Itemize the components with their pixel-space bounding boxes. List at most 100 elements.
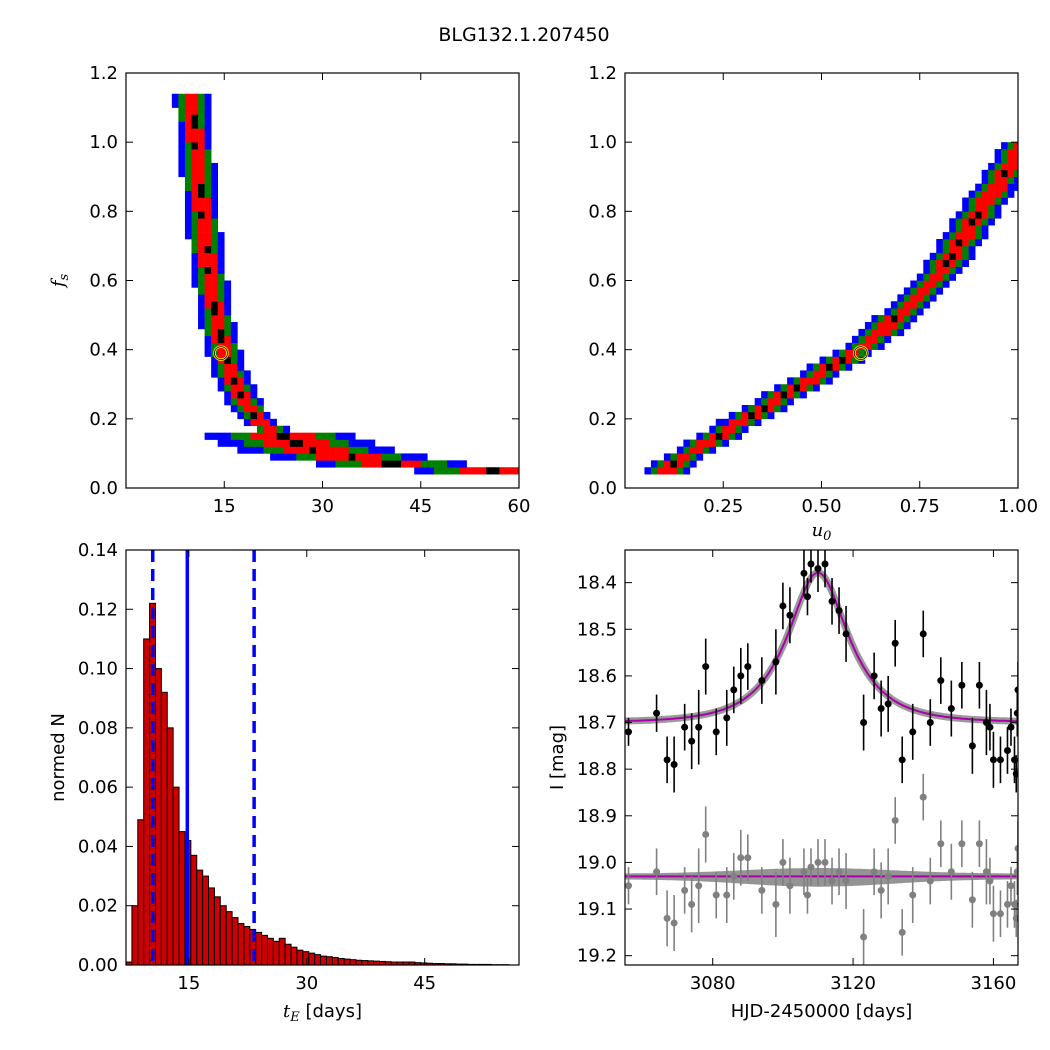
heatmap-cell: [289, 439, 297, 447]
heatmap-cell: [813, 363, 820, 371]
data-point: [737, 672, 745, 680]
data-point: [884, 700, 892, 708]
heatmap-cell: [670, 467, 678, 475]
x-tick-label: 60: [508, 496, 531, 517]
data-point: [1013, 709, 1018, 717]
heatmap-cell: [1014, 183, 1018, 191]
heatmap-cell: [184, 114, 192, 122]
heatmap-cell: [368, 439, 376, 447]
heatmap-cell: [198, 114, 205, 122]
heatmap-cell: [204, 190, 212, 198]
heatmap-cell: [942, 266, 950, 274]
heatmap-cell: [198, 128, 205, 136]
heatmap-cell: [735, 418, 743, 427]
heatmap-cell: [929, 266, 937, 274]
heatmap-cell: [230, 432, 238, 440]
heatmap-cell: [949, 252, 957, 261]
heatmap-cell: [211, 370, 218, 378]
heatmap-cell: [968, 225, 976, 233]
heatmap-cell: [767, 411, 775, 420]
data-point: [779, 602, 787, 610]
heatmap-cell: [224, 370, 232, 378]
heatmap-cell: [1001, 190, 1008, 198]
heatmap-cell: [394, 453, 402, 461]
heatmap-cell: [191, 183, 199, 191]
heatmap-cell: [735, 432, 743, 440]
heatmap-cell: [211, 197, 218, 205]
heatmap-cell: [981, 190, 989, 198]
y-tick-label: 18.5: [577, 619, 617, 640]
data-point: [898, 928, 906, 936]
heatmap-cell: [910, 301, 918, 309]
heatmap-cell: [793, 377, 801, 385]
heatmap-cell: [994, 211, 1002, 219]
heatmap-cell: [178, 93, 186, 101]
x-tick-label: 15: [177, 973, 200, 994]
heatmap-cell: [204, 218, 212, 226]
heatmap-cell: [955, 245, 963, 254]
heatmap-cell: [975, 190, 982, 198]
heatmap-cell: [217, 335, 225, 344]
data-point: [803, 891, 811, 899]
heatmap-cell: [191, 266, 199, 274]
heatmap-cell: [329, 432, 336, 440]
heatmap-cell: [198, 273, 205, 281]
heatmap-cell: [257, 411, 264, 420]
hist-bar: [143, 638, 151, 966]
heatmap-cell: [289, 432, 297, 440]
data-point: [695, 723, 703, 731]
data-point: [744, 663, 752, 671]
heatmap-cell: [230, 377, 238, 385]
heatmap-cell: [942, 245, 950, 254]
heatmap-cell: [329, 453, 336, 461]
hist-bar: [343, 958, 351, 966]
heatmap-cell: [851, 342, 859, 350]
heatmap-cell: [184, 197, 192, 205]
hist-bar: [178, 831, 186, 966]
y-axis-label: fs: [48, 274, 72, 290]
hist-bar: [225, 911, 233, 966]
heatmap-cell: [988, 162, 995, 171]
heatmap-cell: [767, 405, 775, 413]
heatmap-cell: [211, 287, 218, 295]
heatmap-cell: [250, 432, 258, 440]
heatmap-cell: [715, 418, 723, 427]
y-tick-label: 18.8: [577, 759, 617, 780]
heatmap-cell: [381, 460, 389, 468]
data-point: [772, 900, 780, 908]
heatmap-cell: [741, 425, 749, 433]
heatmap-cell: [263, 432, 271, 440]
hist-bar: [325, 956, 333, 966]
heatmap-cell: [243, 418, 251, 427]
heatmap-cell: [184, 232, 192, 240]
heatmap-cell: [257, 418, 264, 427]
heatmap-cell: [877, 342, 885, 350]
heatmap-cell: [884, 315, 892, 323]
heatmap-cell: [936, 280, 944, 288]
data-point: [968, 896, 976, 904]
data-point: [937, 677, 945, 685]
heatmap-cell: [767, 398, 775, 406]
heatmap-cell: [224, 280, 232, 288]
heatmap-cell: [754, 418, 762, 427]
data-point: [730, 872, 738, 880]
heatmap-cell: [329, 446, 336, 454]
heatmap-cell: [211, 183, 218, 191]
heatmap-cell: [1007, 156, 1015, 164]
heatmap-cell: [994, 169, 1002, 178]
heatmap-cell: [897, 322, 905, 330]
heatmap-cell: [981, 197, 989, 205]
data-point: [758, 677, 766, 685]
heatmap-cell: [237, 356, 245, 364]
heatmap-cell: [780, 405, 788, 413]
heatmap-cell: [191, 149, 199, 157]
heatmap-cell: [962, 225, 969, 233]
hist-bar: [166, 727, 174, 966]
heatmap-cell: [191, 142, 199, 150]
heatmap-cell: [355, 439, 363, 447]
heatmap-cell: [936, 252, 944, 261]
heatmap-cell: [257, 425, 264, 433]
heatmap-cell: [211, 315, 218, 323]
y-tick-label: 0.02: [78, 896, 118, 917]
